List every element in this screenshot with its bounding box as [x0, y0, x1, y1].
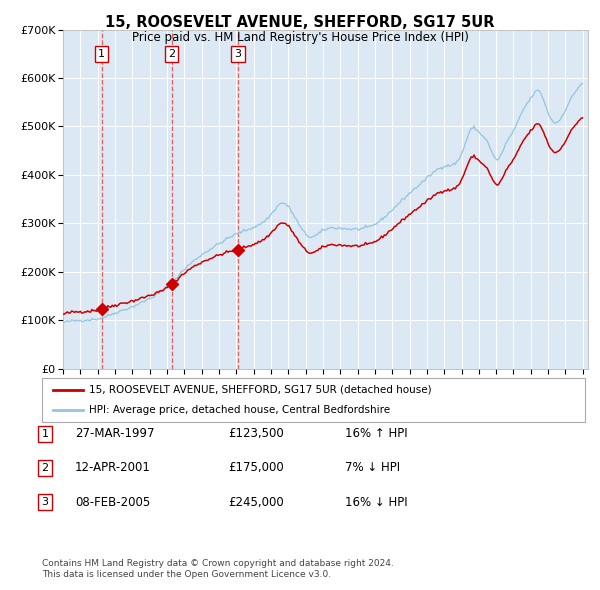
Text: 16% ↑ HPI: 16% ↑ HPI	[345, 427, 407, 440]
Text: £245,000: £245,000	[228, 496, 284, 509]
Text: Contains HM Land Registry data © Crown copyright and database right 2024.: Contains HM Land Registry data © Crown c…	[42, 559, 394, 568]
Text: 2: 2	[41, 463, 49, 473]
Text: 2: 2	[168, 49, 175, 59]
Text: This data is licensed under the Open Government Licence v3.0.: This data is licensed under the Open Gov…	[42, 571, 331, 579]
Text: 12-APR-2001: 12-APR-2001	[75, 461, 151, 474]
Text: Price paid vs. HM Land Registry's House Price Index (HPI): Price paid vs. HM Land Registry's House …	[131, 31, 469, 44]
Text: 16% ↓ HPI: 16% ↓ HPI	[345, 496, 407, 509]
Text: 1: 1	[98, 49, 105, 59]
Text: 3: 3	[41, 497, 49, 507]
Text: HPI: Average price, detached house, Central Bedfordshire: HPI: Average price, detached house, Cent…	[89, 405, 390, 415]
Text: 15, ROOSEVELT AVENUE, SHEFFORD, SG17 5UR: 15, ROOSEVELT AVENUE, SHEFFORD, SG17 5UR	[105, 15, 495, 30]
Text: £175,000: £175,000	[228, 461, 284, 474]
Text: £123,500: £123,500	[228, 427, 284, 440]
Text: 1: 1	[41, 429, 49, 438]
Text: 7% ↓ HPI: 7% ↓ HPI	[345, 461, 400, 474]
Text: 15, ROOSEVELT AVENUE, SHEFFORD, SG17 5UR (detached house): 15, ROOSEVELT AVENUE, SHEFFORD, SG17 5UR…	[89, 385, 431, 395]
Text: 27-MAR-1997: 27-MAR-1997	[75, 427, 155, 440]
Text: 3: 3	[235, 49, 241, 59]
Text: 08-FEB-2005: 08-FEB-2005	[75, 496, 150, 509]
